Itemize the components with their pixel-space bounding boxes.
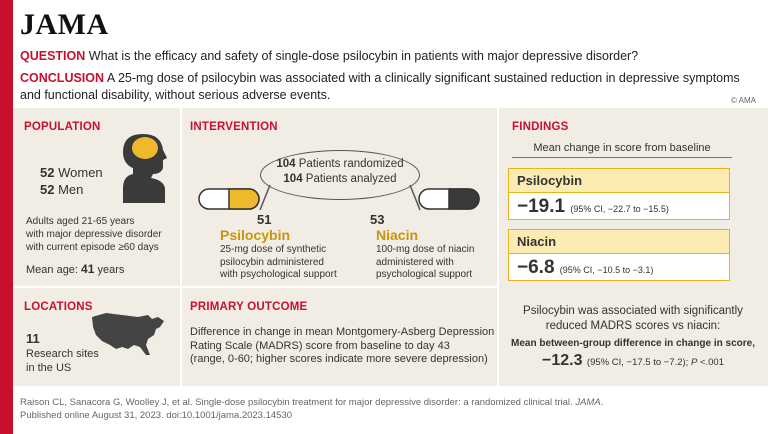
question-line: QUESTION What is the efficacy and safety… bbox=[20, 48, 760, 64]
psilocybin-result-ci: (95% CI, −22.7 to −15.5) bbox=[570, 204, 669, 214]
arm2-line-1: 100-mg dose of niacin bbox=[376, 244, 475, 255]
findings-title: FINDINGS bbox=[512, 121, 569, 133]
divider-population-locations bbox=[13, 286, 180, 288]
men-count: 52 bbox=[40, 182, 55, 197]
criteria-text: Adults aged 21-65 years with major depre… bbox=[26, 215, 162, 254]
psilocybin-result-value-row: −19.1 (95% CI, −22.7 to −15.5) bbox=[509, 193, 729, 221]
citation: Raison CL, Sanacora G, Woolley J, et al.… bbox=[20, 396, 760, 422]
arm1-name: Psilocybin bbox=[220, 227, 291, 243]
locations-count: 11 bbox=[26, 331, 40, 346]
analyzed-row: 104 Patients analyzed bbox=[268, 172, 412, 187]
women-count-line: 52 Women bbox=[40, 165, 103, 180]
citation-line-1: Raison CL, Sanacora G, Woolley J, et al.… bbox=[20, 396, 760, 409]
arm1-line-1: 25-mg dose of synthetic bbox=[220, 244, 327, 255]
men-count-line: 52 Men bbox=[40, 182, 83, 197]
question-text: What is the efficacy and safety of singl… bbox=[88, 49, 639, 63]
person-icon bbox=[115, 128, 175, 208]
p-value: <.001 bbox=[697, 357, 724, 368]
randomized-label: Patients randomized bbox=[298, 158, 404, 170]
niacin-result-label: Niacin bbox=[509, 230, 729, 254]
jama-logo: JAMA bbox=[20, 8, 109, 41]
arm1-line-3: with psychological support bbox=[220, 269, 337, 280]
findings-subtitle-rule bbox=[512, 157, 732, 158]
arm2-line-2: administered with bbox=[376, 256, 454, 268]
outcome-line-1: Difference in change in mean Montgomery-… bbox=[190, 326, 495, 338]
psilocybin-result-label: Psilocybin bbox=[509, 169, 729, 193]
mean-age-value: 41 bbox=[81, 262, 95, 276]
niacin-result-value-row: −6.8 (95% CI, −10.5 to −3.1) bbox=[509, 254, 729, 282]
men-label: Men bbox=[58, 182, 84, 197]
copyright-text: © AMA bbox=[730, 96, 756, 105]
left-accent-bar bbox=[0, 0, 13, 434]
randomized-ellipse bbox=[260, 150, 420, 200]
citation-line-2: Published online August 31, 2023. doi:10… bbox=[20, 410, 293, 421]
arm1-count: 51 bbox=[257, 212, 272, 227]
niacin-result-value: −6.8 bbox=[517, 257, 555, 278]
conclusion-label: CONCLUSION bbox=[20, 71, 105, 85]
psilocybin-result-box: Psilocybin −19.1 (95% CI, −22.7 to −15.5… bbox=[508, 168, 730, 220]
question-label: QUESTION bbox=[20, 49, 86, 63]
analyzed-label: Patients analyzed bbox=[305, 173, 397, 185]
criteria-line-3: with current episode ≥60 days bbox=[26, 242, 159, 253]
locations-line-2: in the US bbox=[26, 362, 72, 374]
citation-authors-title: Raison CL, Sanacora G, Woolley J, et al.… bbox=[20, 397, 576, 408]
randomized-row: 104 Patients randomized bbox=[268, 157, 412, 172]
p-label: P bbox=[690, 357, 698, 368]
psilocybin-result-value: −19.1 bbox=[517, 196, 566, 217]
summary-line-1: Psilocybin was associated with significa… bbox=[523, 305, 743, 317]
split-arrows bbox=[240, 175, 440, 220]
diff-value: −12.3 bbox=[541, 352, 583, 369]
population-title: POPULATION bbox=[24, 121, 101, 133]
locations-text: Research sites in the US bbox=[26, 347, 99, 375]
arm1-desc: 25-mg dose of synthetic psilocybin admin… bbox=[220, 244, 337, 282]
conclusion-text: A 25-mg dose of psilocybin was associate… bbox=[20, 71, 740, 102]
diff-ci: (95% CI, −17.5 to −7.2); bbox=[586, 357, 691, 368]
findings-subtitle: Mean change in score from baseline bbox=[533, 142, 711, 154]
divider-intervention-outcome bbox=[182, 286, 497, 288]
mean-age-unit: years bbox=[97, 264, 125, 276]
arm2-name: Niacin bbox=[376, 227, 419, 243]
outcome-line-2: Rating Scale (MADRS) score from baseline… bbox=[190, 339, 450, 352]
niacin-capsule-icon bbox=[418, 188, 480, 215]
women-count: 52 bbox=[40, 165, 55, 180]
niacin-result-ci: (95% CI, −10.5 to −3.1) bbox=[559, 265, 654, 275]
intervention-title: INTERVENTION bbox=[190, 121, 278, 133]
arm1-line-2: psilocybin administered bbox=[220, 256, 324, 268]
locations-title: LOCATIONS bbox=[24, 301, 93, 313]
citation-journal: JAMA bbox=[575, 397, 601, 408]
us-map-icon bbox=[88, 309, 168, 364]
diff-label: Mean between-group difference in change … bbox=[511, 338, 755, 349]
citation-period: . bbox=[600, 397, 604, 408]
mean-age-label: Mean age: bbox=[26, 264, 78, 276]
women-label: Women bbox=[58, 165, 103, 180]
mean-age-line: Mean age: 41 years bbox=[26, 262, 124, 276]
criteria-line-1: Adults aged 21-65 years bbox=[26, 216, 135, 227]
randomized-count: 104 bbox=[276, 158, 296, 170]
divider-right bbox=[497, 108, 499, 386]
diff-result: −12.3 (95% CI, −17.5 to −7.2); P <.001 bbox=[504, 352, 762, 370]
conclusion-line: CONCLUSION A 25-mg dose of psilocybin wa… bbox=[20, 70, 740, 104]
randomized-line: 104 Patients randomized 104 Patients ana… bbox=[268, 157, 412, 187]
psilocybin-capsule-icon bbox=[198, 188, 260, 215]
summary-line-2: reduced MADRS scores vs niacin: bbox=[545, 320, 721, 332]
arm2-desc: 100-mg dose of niacin administered with … bbox=[376, 244, 474, 282]
divider-left bbox=[180, 108, 182, 386]
arm2-count: 53 bbox=[370, 212, 385, 227]
outcome-line-3: (range, 0-60; higher scores indicate mor… bbox=[190, 353, 488, 365]
arm2-line-3: psychological support bbox=[376, 269, 473, 280]
locations-line-1: Research sites bbox=[26, 348, 99, 360]
niacin-result-box: Niacin −6.8 (95% CI, −10.5 to −3.1) bbox=[508, 229, 730, 281]
primary-outcome-title: PRIMARY OUTCOME bbox=[190, 301, 308, 313]
criteria-line-2: with major depressive disorder bbox=[26, 229, 162, 240]
analyzed-count: 104 bbox=[283, 173, 303, 185]
primary-outcome-text: Difference in change in mean Montgomery-… bbox=[190, 326, 494, 367]
findings-summary: Psilocybin was associated with significa… bbox=[504, 304, 762, 334]
